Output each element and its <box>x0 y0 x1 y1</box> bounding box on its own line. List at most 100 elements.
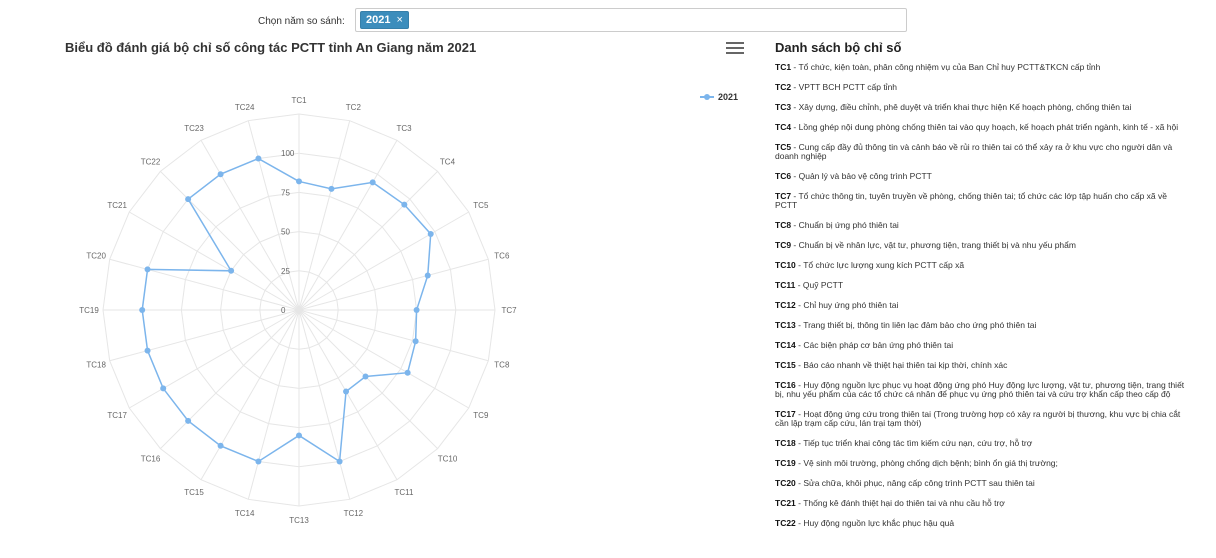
indicator-text: - Hoạt động ứng cứu trong thiên tai (Tro… <box>775 409 1181 428</box>
indicator-text: - Huy động nguồn lực phục vụ hoạt động ứ… <box>775 380 1185 399</box>
legend-marker-icon <box>700 93 714 101</box>
indicator-item: TC16 - Huy động nguồn lực phục vụ hoạt đ… <box>775 381 1190 399</box>
grid-spoke <box>160 171 300 311</box>
indicator-code: TC1 <box>775 62 792 72</box>
indicator-item: TC15 - Báo cáo nhanh về thiệt hại thiên … <box>775 361 1190 370</box>
category-label: TC20 <box>86 252 106 261</box>
indicator-code: TC11 <box>775 280 796 290</box>
indicator-item: TC12 - Chỉ huy ứng phó thiên tai <box>775 301 1190 310</box>
indicator-text: - Huy động nguồn lực khắc phục hậu quả <box>795 518 955 528</box>
indicator-item: TC18 - Tiếp tục triển khai công tác tìm … <box>775 439 1190 448</box>
indicator-item: TC7 - Tổ chức thông tin, tuyên truyền về… <box>775 192 1190 210</box>
category-label: TC21 <box>107 201 127 210</box>
category-label: TC5 <box>473 201 489 210</box>
data-point <box>404 369 411 376</box>
indicator-code: TC9 <box>775 240 792 250</box>
legend-label: 2021 <box>718 92 739 102</box>
indicator-code: TC14 <box>775 340 796 350</box>
indicator-code: TC18 <box>775 438 796 448</box>
data-point <box>369 179 376 186</box>
grid-spoke <box>129 309 300 409</box>
data-point <box>144 347 151 354</box>
indicator-list: TC1 - Tổ chức, kiện toàn, phân công nhiệ… <box>775 63 1190 539</box>
indicator-item: TC9 - Chuẩn bị về nhân lực, vật tư, phươ… <box>775 241 1190 250</box>
indicator-item: TC5 - Cung cấp đầy đủ thông tin và cảnh … <box>775 143 1190 161</box>
indicator-item: TC14 - Các biện pháp cơ bản ứng phó thiê… <box>775 341 1190 350</box>
indicator-item: TC11 - Quỹ PCTT <box>775 281 1190 290</box>
data-point <box>217 442 224 449</box>
data-point <box>255 458 262 465</box>
category-label: TC9 <box>473 411 489 420</box>
indicator-item: TC20 - Sửa chữa, khôi phục, nâng cấp côn… <box>775 479 1190 488</box>
indicator-code: TC5 <box>775 142 792 152</box>
indicator-code: TC17 <box>775 409 796 419</box>
indicator-item: TC4 - Lồng ghép nội dung phòng chống thi… <box>775 123 1190 132</box>
category-label: TC11 <box>395 488 415 497</box>
year-chip[interactable]: 2021 × <box>360 11 409 29</box>
data-point <box>185 196 192 203</box>
data-point <box>336 458 343 465</box>
grid-spoke <box>298 309 438 449</box>
data-point <box>144 266 151 273</box>
indicator-code: TC19 <box>775 458 796 468</box>
indicator-code: TC10 <box>775 260 796 270</box>
indicator-item: TC10 - Tổ chức lực lượng xung kích PCTT … <box>775 261 1190 270</box>
category-label: TC23 <box>184 124 204 133</box>
indicator-code: TC12 <box>775 300 796 310</box>
indicator-text: - VPTT BCH PCTT cấp tỉnh <box>791 82 898 92</box>
grid-spoke <box>109 309 300 362</box>
category-label: TC22 <box>141 158 161 167</box>
grid-spoke <box>129 211 300 311</box>
indicator-text: - Lồng ghép nội dung phòng chống thiên t… <box>791 122 1179 132</box>
indicator-text: - Các biện pháp cơ bản ứng phó thiên tai <box>795 340 954 350</box>
data-point <box>427 230 434 237</box>
indicator-code: TC2 <box>775 82 792 92</box>
grid-spoke <box>298 309 351 500</box>
category-label: TC24 <box>235 103 255 112</box>
data-point <box>424 272 431 279</box>
indicator-code: TC8 <box>775 220 792 230</box>
category-label: TC8 <box>494 360 510 369</box>
hamburger-menu-icon[interactable] <box>726 42 744 56</box>
data-point <box>343 388 350 395</box>
grid-spoke <box>160 309 300 449</box>
indicator-text: - Vệ sinh môi trường, phòng chống dịch b… <box>795 458 1058 468</box>
year-multiselect[interactable]: 2021 × <box>355 8 907 32</box>
grid-spoke <box>298 258 489 311</box>
indicator-item: TC1 - Tổ chức, kiện toàn, phân công nhiệ… <box>775 63 1190 72</box>
indicator-code: TC3 <box>775 102 792 112</box>
category-label: TC19 <box>79 306 99 315</box>
indicator-code: TC15 <box>775 360 796 370</box>
category-label: TC3 <box>396 124 412 133</box>
indicator-code: TC4 <box>775 122 792 132</box>
indicator-code: TC21 <box>775 498 796 508</box>
grid-spoke <box>298 309 469 409</box>
data-point <box>217 171 224 178</box>
grid-spoke <box>298 211 469 311</box>
grid-spoke <box>298 140 398 311</box>
indicator-text: - Chỉ huy ứng phó thiên tai <box>795 300 899 310</box>
remove-year-icon[interactable]: × <box>396 14 403 26</box>
radial-tick-label: 25 <box>281 267 290 276</box>
indicator-code: TC6 <box>775 171 792 181</box>
year-filter-label: Chọn năm so sánh: <box>258 16 345 27</box>
indicator-text: - Tiếp tục triển khai công tác tìm kiếm … <box>795 438 1033 448</box>
grid-spoke <box>109 258 300 311</box>
data-point <box>401 201 408 208</box>
data-point <box>185 417 192 424</box>
radial-tick-label: 0 <box>281 306 286 315</box>
indicator-item: TC13 - Trang thiết bị, thông tin liên lạ… <box>775 321 1190 330</box>
indicator-item: TC6 - Quản lý và bảo vệ công trình PCTT <box>775 172 1190 181</box>
indicator-text: - Cung cấp đầy đủ thông tin và cảnh báo … <box>775 142 1173 161</box>
indicator-text: - Chuẩn bị về nhân lực, vật tư, phương t… <box>791 240 1076 250</box>
category-label: TC14 <box>235 509 255 518</box>
indicator-code: TC7 <box>775 191 792 201</box>
category-label: TC17 <box>107 411 127 420</box>
category-label: TC13 <box>289 516 309 525</box>
indicator-text: - Báo cáo nhanh về thiệt hại thiên tai k… <box>795 360 1008 370</box>
indicator-item: TC3 - Xây dựng, điều chỉnh, phê duyệt và… <box>775 103 1190 112</box>
indicator-code: TC22 <box>775 518 796 528</box>
data-point <box>328 185 335 192</box>
indicator-text: - Tổ chức, kiện toàn, phân công nhiệm vụ… <box>791 62 1101 72</box>
legend-item-2021[interactable]: 2021 <box>700 92 738 102</box>
